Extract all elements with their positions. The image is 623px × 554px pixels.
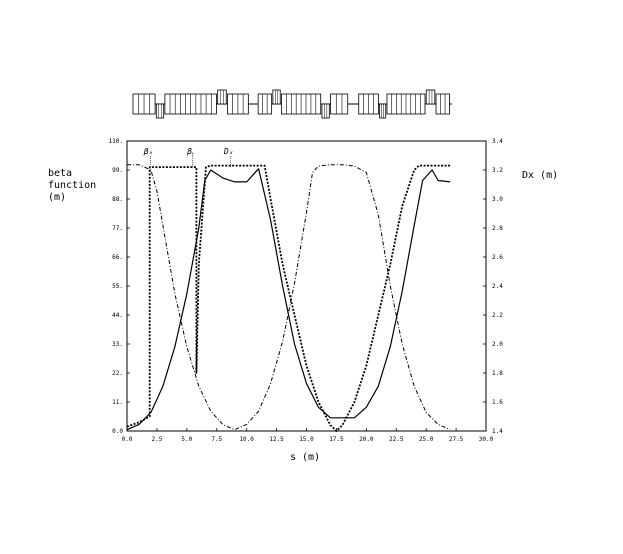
dipole-magnet — [330, 93, 349, 115]
series-line-beta-y — [127, 164, 451, 431]
x-tick-label: 7.5 — [211, 436, 222, 443]
x-tick-label: 5.0 — [181, 436, 192, 443]
curve-label: βₓ — [143, 147, 154, 156]
quadrupole-magnet — [272, 89, 281, 105]
y-tick-label: 55. — [112, 283, 123, 290]
x-tick-label: 10.0 — [239, 436, 254, 443]
quadrupole-magnet — [155, 103, 165, 119]
x-axis-title: s (m) — [290, 452, 320, 463]
y2-tick-label: 3.4 — [492, 138, 503, 145]
x-tick-label: 20.0 — [359, 436, 374, 443]
curve-label: Dₓ — [223, 147, 234, 156]
y-tick-label: 33. — [112, 341, 123, 348]
y-tick-label: 11. — [112, 399, 123, 406]
y-tick-label: 110. — [109, 138, 123, 145]
y2-tick-label: 1.4 — [492, 428, 503, 435]
y-axis-title-line-3: (m) — [48, 192, 66, 203]
curve-label: βᵧ — [186, 147, 194, 156]
y2-tick-label: 2.6 — [492, 254, 503, 261]
y2-axis-title: Dx (m) — [522, 170, 558, 181]
quadrupole-magnet — [217, 89, 227, 105]
y-axis-left: 0.0 11. 22. 33. 44. 55. 66. 77. 88. 99. 110. — [109, 138, 130, 435]
y-tick-label: 99. — [112, 167, 123, 174]
series-line-beta-x — [126, 168, 451, 431]
y2-tick-label: 2.8 — [492, 225, 503, 232]
plot-frame — [126, 140, 487, 432]
y-tick-label: 77. — [112, 225, 123, 232]
y-tick-label: 88. — [112, 196, 123, 203]
y-axis-title-line-1: beta — [48, 168, 72, 179]
lattice-strip — [132, 89, 452, 119]
dipole-magnet — [435, 93, 450, 115]
y-axis-title-line-2: function — [48, 180, 96, 191]
quadrupole-magnet — [379, 103, 387, 119]
x-tick-label: 2.5 — [151, 436, 162, 443]
x-tick-label: 25.0 — [419, 436, 434, 443]
x-axis: 0.0 2.5 5.0 7.5 10.0 12.5 15.0 17.5 20.0 22.5 25.0… — [122, 428, 494, 443]
y-axis-right: 1.4 1.6 1.8 2.0 2.2 2.4 2.6 2.8 3.0 3.2 3.4 — [483, 138, 503, 435]
y2-tick-label: 2.2 — [492, 312, 503, 319]
y-tick-label: 44. — [112, 312, 123, 319]
x-tick-label: 0.0 — [122, 436, 133, 443]
dipole-magnet — [257, 93, 273, 115]
quadrupole-magnet — [321, 103, 330, 119]
series-layer — [126, 164, 451, 432]
curve-labels: βₓ βᵧ Dₓ — [143, 147, 234, 169]
x-tick-label: 12.5 — [269, 436, 284, 443]
y2-tick-label: 2.0 — [492, 341, 503, 348]
y2-tick-label: 3.0 — [492, 196, 503, 203]
y2-tick-label: 1.6 — [492, 399, 503, 406]
x-tick-label: 22.5 — [389, 436, 404, 443]
quadrupole-magnet — [425, 89, 436, 105]
y2-tick-label: 1.8 — [492, 370, 503, 377]
x-tick-label: 30.0 — [479, 436, 494, 443]
x-tick-label: 27.5 — [449, 436, 464, 443]
x-tick-label: 15.0 — [299, 436, 314, 443]
y2-tick-label: 3.2 — [492, 167, 503, 174]
y2-tick-label: 2.4 — [492, 283, 503, 290]
y-tick-label: 22. — [112, 370, 123, 377]
x-tick-label: 17.5 — [329, 436, 344, 443]
y-tick-label: 0.0 — [112, 428, 123, 435]
y-tick-label: 66. — [112, 254, 123, 261]
